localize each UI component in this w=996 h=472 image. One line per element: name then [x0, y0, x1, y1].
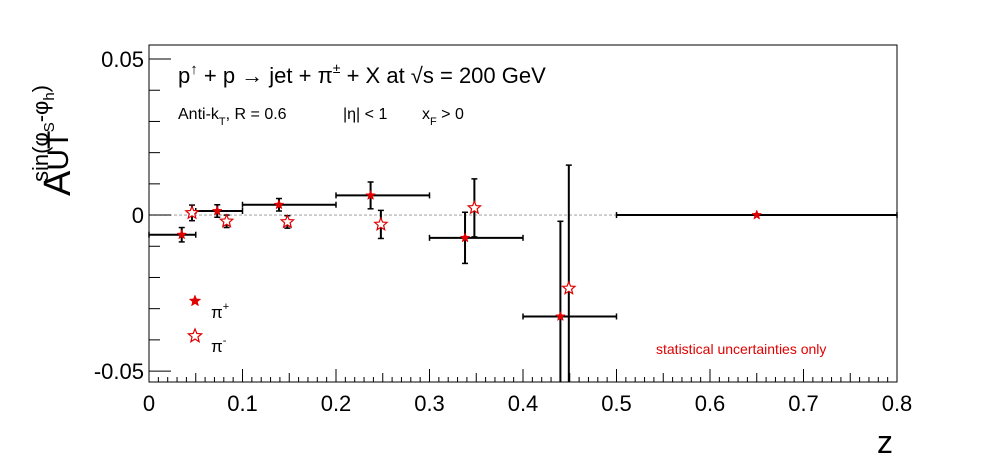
chart-title: p↑ + p → jet + π± + X at √s = 200 GeV	[178, 60, 546, 88]
data-point-pi-minus	[373, 216, 389, 231]
chart-subtitle-eta: |η| < 1	[343, 106, 387, 123]
data-point-pi-plus	[211, 205, 223, 216]
x-tick-label: 0.8	[882, 391, 913, 416]
x-tick-label: 0.5	[601, 391, 632, 416]
x-tick-label: 0.1	[227, 391, 258, 416]
data-point-pi-plus	[555, 310, 566, 322]
legend-star-filled	[188, 294, 202, 307]
x-tick-label: 0	[143, 391, 155, 416]
data-point-pi-plus	[273, 199, 285, 210]
data-point-pi-plus	[459, 232, 471, 243]
data-point-pi-minus	[561, 280, 577, 295]
x-tick-label: 0.6	[695, 391, 726, 416]
plot-frame	[148, 44, 898, 383]
data-point-pi-plus	[751, 209, 763, 220]
data-point-pi-minus	[466, 199, 483, 215]
y-axis-label: AUT sin(φS-φh)	[28, 85, 79, 196]
x-tick-label: 0.4	[508, 391, 539, 416]
y-tick-label: -0.05	[94, 359, 144, 384]
legend-label-pi-plus: π+	[211, 301, 229, 322]
x-tick-label: 0.2	[321, 391, 352, 416]
data-markers	[176, 189, 763, 322]
svg-text:sin(φS-φh): sin(φS-φh)	[28, 85, 58, 182]
legend-star-open	[186, 327, 204, 343]
svg-text:AUT: AUT	[37, 131, 79, 196]
data-point-pi-minus	[184, 204, 200, 220]
x-tick-labels: 0 0.1 0.2 0.3 0.4 0.5 0.6 0.7 0.8	[143, 391, 912, 416]
y-tick-labels: -0.05 0 0.05	[94, 47, 144, 384]
x-axis-label: z	[877, 424, 893, 460]
data-point-pi-minus	[279, 213, 296, 229]
x-tick-label: 0.3	[414, 391, 445, 416]
y-tick-label: 0.05	[101, 47, 144, 72]
legend: π+ π-	[186, 294, 229, 356]
x-tick-label: 0.7	[788, 391, 819, 416]
chart-subtitle-xf: xF > 0	[422, 106, 464, 128]
data-point-pi-minus	[218, 213, 235, 228]
chart-subtitle-jet: Anti-kT, R = 0.6	[178, 106, 287, 128]
y-tick-label: 0	[132, 203, 144, 228]
legend-marker-pi-plus	[188, 294, 202, 307]
legend-label-pi-minus: π-	[211, 335, 227, 356]
data-point-pi-plus	[176, 229, 188, 240]
data-point-pi-plus	[365, 189, 376, 200]
legend-marker-pi-minus	[186, 327, 204, 343]
axis-ticks	[148, 58, 898, 382]
annotation-statistical: statistical uncertainties only	[656, 341, 826, 357]
